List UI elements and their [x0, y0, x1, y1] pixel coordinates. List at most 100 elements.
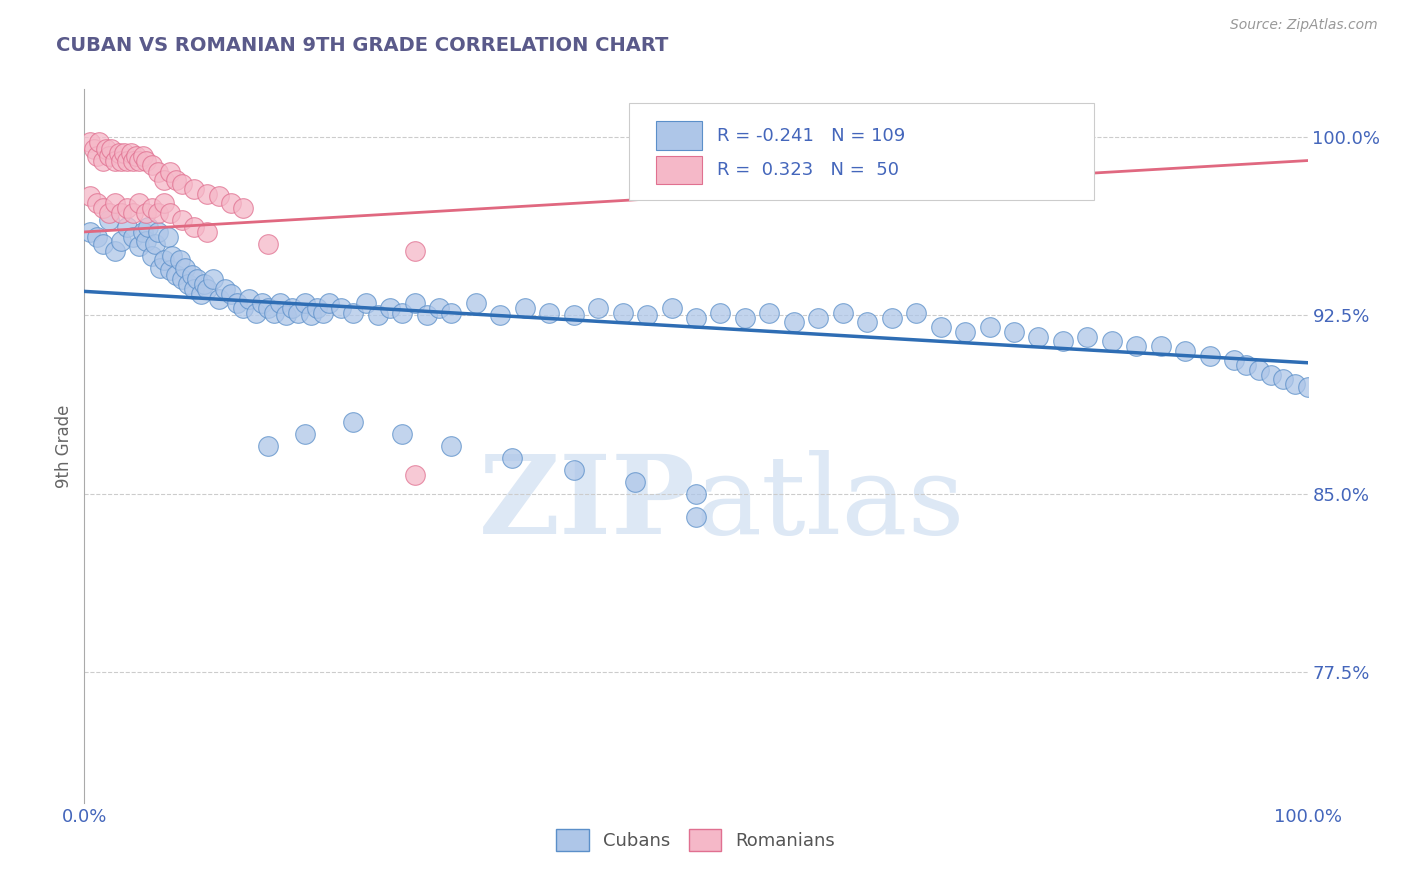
Point: [86, 196, 108, 211]
Point: [342, 306, 364, 320]
Point: [979, 320, 1001, 334]
Point: [135, 235, 157, 249]
Point: [489, 308, 512, 322]
FancyBboxPatch shape: [628, 103, 1094, 200]
Point: [128, 196, 150, 211]
Point: [685, 486, 707, 500]
Point: [257, 301, 280, 315]
Point: [115, 153, 138, 168]
Point: [1260, 368, 1282, 382]
Bar: [655, 155, 702, 184]
Point: [636, 308, 658, 322]
Point: [661, 301, 683, 315]
Point: [612, 306, 634, 320]
Point: [404, 296, 426, 310]
Point: [299, 308, 322, 322]
Point: [143, 236, 166, 251]
Point: [165, 268, 187, 282]
Point: [416, 308, 439, 322]
Point: [141, 201, 163, 215]
Point: [97, 213, 120, 227]
Point: [685, 310, 707, 325]
Point: [1296, 379, 1319, 393]
Point: [115, 220, 138, 235]
Point: [86, 149, 108, 163]
Point: [232, 301, 254, 315]
Point: [276, 308, 298, 322]
Point: [1236, 358, 1258, 372]
Point: [562, 308, 585, 322]
Text: R =  0.323   N =  50: R = 0.323 N = 50: [717, 161, 898, 178]
Point: [1052, 334, 1074, 349]
Point: [153, 172, 176, 186]
Point: [263, 306, 285, 320]
Point: [905, 306, 928, 320]
Point: [281, 301, 304, 315]
Y-axis label: 9th Grade: 9th Grade: [55, 404, 73, 488]
Point: [238, 292, 260, 306]
Point: [172, 213, 194, 227]
Point: [172, 178, 194, 192]
Point: [104, 153, 127, 168]
Point: [195, 282, 218, 296]
Point: [136, 220, 159, 235]
Point: [96, 142, 118, 156]
Point: [153, 196, 176, 211]
Point: [104, 196, 127, 211]
Point: [1125, 339, 1147, 353]
Point: [312, 306, 335, 320]
Point: [120, 146, 142, 161]
Point: [513, 301, 536, 315]
Point: [87, 135, 110, 149]
Point: [132, 225, 155, 239]
Point: [734, 310, 756, 325]
Point: [214, 282, 236, 296]
Point: [856, 315, 879, 329]
Point: [391, 306, 413, 320]
Point: [502, 450, 524, 465]
Point: [685, 510, 707, 524]
Point: [342, 415, 364, 429]
Point: [110, 235, 132, 249]
Point: [709, 306, 731, 320]
Point: [464, 296, 486, 310]
Point: [156, 229, 179, 244]
Point: [404, 467, 426, 482]
Point: [354, 296, 377, 310]
Point: [190, 286, 212, 301]
Point: [1174, 343, 1197, 358]
Point: [135, 153, 157, 168]
Point: [100, 142, 122, 156]
Point: [91, 236, 114, 251]
Point: [287, 306, 309, 320]
Point: [807, 310, 830, 325]
Point: [219, 286, 242, 301]
Text: Source: ZipAtlas.com: Source: ZipAtlas.com: [1230, 18, 1378, 32]
Point: [83, 142, 105, 156]
Point: [149, 260, 172, 275]
Point: [1002, 325, 1025, 339]
Point: [783, 315, 806, 329]
Point: [208, 189, 231, 203]
Point: [159, 263, 181, 277]
Point: [208, 292, 231, 306]
Point: [1028, 329, 1050, 343]
Point: [250, 296, 273, 310]
Point: [1223, 353, 1246, 368]
Point: [172, 272, 194, 286]
Point: [1284, 377, 1306, 392]
Legend: Cubans, Romanians: Cubans, Romanians: [550, 822, 842, 858]
Point: [162, 249, 184, 263]
Text: R = -0.241   N = 109: R = -0.241 N = 109: [717, 127, 905, 145]
Point: [1198, 349, 1220, 363]
Point: [257, 236, 280, 251]
Point: [165, 172, 187, 186]
Point: [269, 296, 291, 310]
Point: [79, 189, 101, 203]
Point: [404, 244, 426, 258]
Point: [226, 296, 249, 310]
Point: [177, 277, 200, 292]
Point: [183, 220, 205, 235]
Point: [193, 277, 215, 292]
Point: [232, 201, 254, 215]
